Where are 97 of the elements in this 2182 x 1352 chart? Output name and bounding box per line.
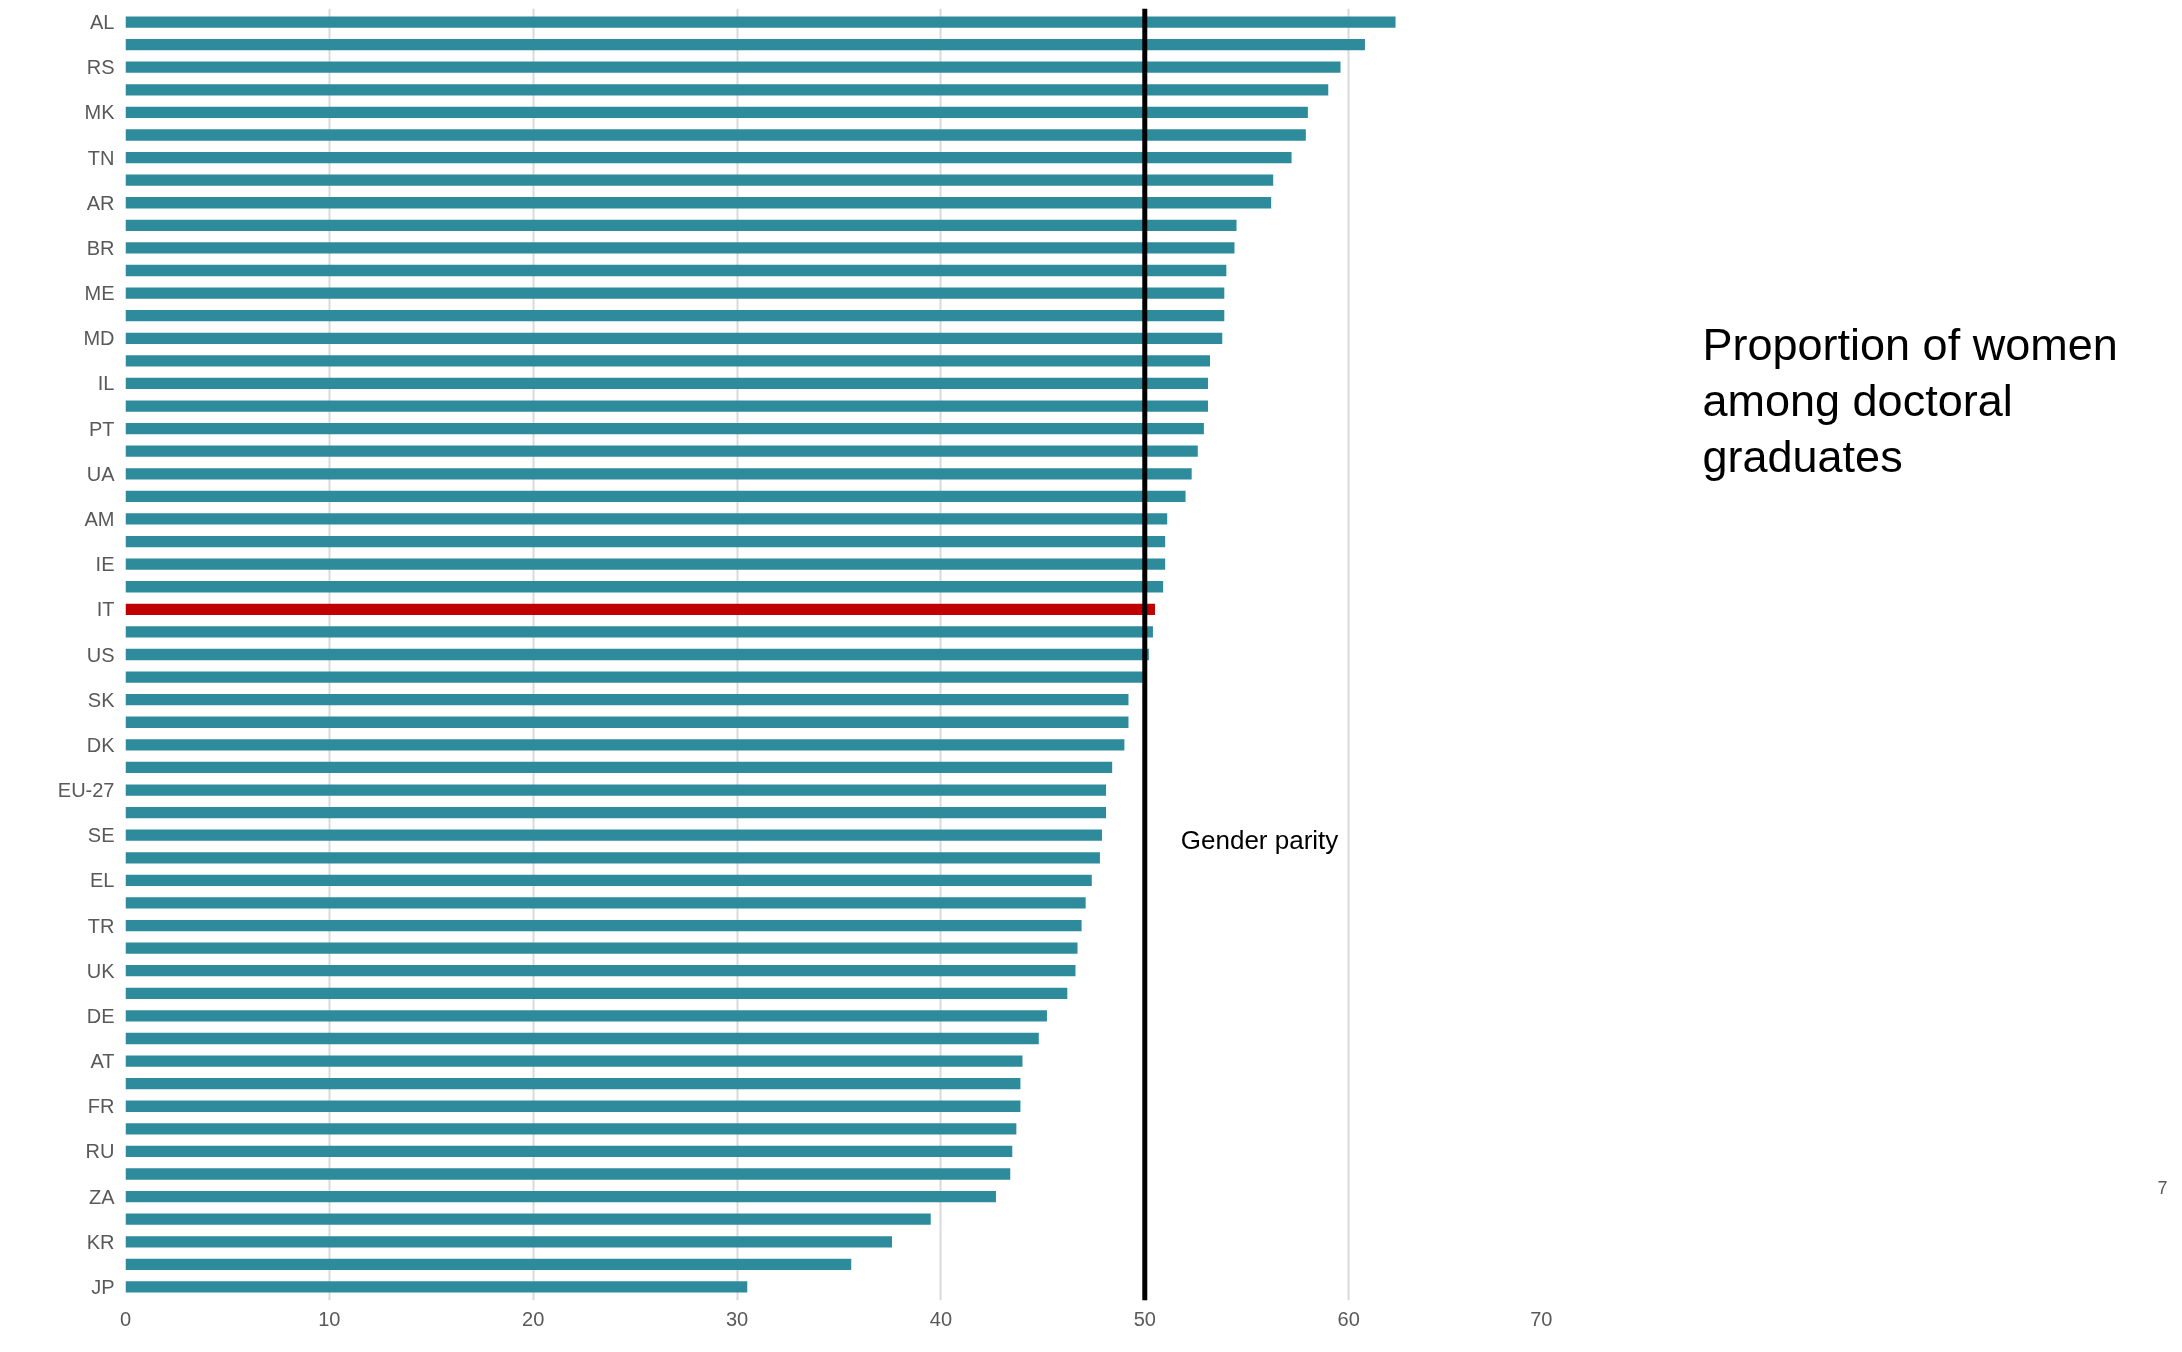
bar	[125, 445, 1198, 457]
y-tick-label: MD	[83, 327, 115, 350]
x-tick-label: 60	[1337, 1307, 1360, 1330]
bar	[125, 671, 1143, 683]
bar	[125, 1281, 748, 1293]
bar	[125, 1213, 931, 1225]
x-tick-label: 0	[119, 1307, 132, 1330]
y-tick-label: SE	[87, 824, 115, 847]
bar	[125, 1055, 1023, 1067]
bar	[125, 1145, 1013, 1158]
bar	[125, 129, 1306, 141]
bar	[125, 490, 1186, 503]
y-tick-label: EL	[90, 869, 115, 892]
y-tick-label: EU-27	[57, 779, 115, 802]
x-tick-label: 40	[929, 1307, 953, 1330]
y-tick-label: FR	[87, 1095, 115, 1118]
bar	[125, 400, 1208, 412]
bar	[125, 242, 1235, 254]
bar	[125, 1190, 996, 1203]
bar	[125, 84, 1329, 96]
y-tick-label: AT	[90, 1050, 115, 1073]
y-tick-label: DK	[86, 733, 116, 756]
bar	[125, 377, 1208, 390]
bar	[125, 806, 1107, 819]
y-tick-label: MK	[84, 101, 116, 124]
y-tick-label: TN	[87, 146, 115, 169]
bar	[125, 942, 1078, 954]
bar	[125, 468, 1192, 480]
y-tick-label: IE	[95, 553, 115, 576]
y-tick-label: IT	[96, 598, 115, 621]
y-tick-label: RU	[85, 1140, 115, 1163]
text: Proportion of women among doctoral graduates	[1702, 319, 2118, 482]
y-tick-label: UK	[86, 959, 116, 982]
bar	[125, 965, 1076, 977]
bar	[125, 1168, 1011, 1180]
y-tick-label: US	[86, 643, 115, 666]
y-tick-label: AR	[86, 191, 115, 214]
bar	[125, 355, 1211, 367]
y-tick-label: JP	[91, 1275, 115, 1298]
bar	[125, 897, 1086, 909]
bar	[125, 151, 1292, 164]
bar	[125, 716, 1129, 728]
y-tick-label: AL	[90, 11, 115, 34]
x-tick-label: 10	[318, 1307, 341, 1330]
y-tick-label: KR	[86, 1230, 115, 1253]
bar	[125, 626, 1153, 638]
bar	[125, 535, 1166, 548]
bar	[125, 694, 1129, 706]
bar	[125, 784, 1107, 796]
bar	[125, 829, 1102, 841]
bar	[125, 61, 1341, 73]
bar	[125, 1032, 1039, 1045]
x-tick-label: 70	[1530, 1307, 1553, 1330]
bar	[125, 1236, 892, 1248]
bar	[125, 1123, 1017, 1135]
bar	[125, 874, 1092, 887]
bar	[125, 219, 1237, 231]
ref-line-label: Gender parity	[1180, 824, 1339, 855]
y-tick-label: SK	[87, 688, 116, 711]
bar	[125, 38, 1365, 51]
text: 7	[2157, 1178, 2168, 1199]
bar	[125, 310, 1225, 322]
y-tick-label: AM	[84, 507, 115, 530]
bar	[125, 1078, 1021, 1090]
bar	[125, 761, 1113, 774]
bar	[125, 739, 1125, 751]
bar	[125, 558, 1166, 570]
y-tick-label: TR	[87, 914, 115, 937]
bar	[125, 987, 1068, 999]
bar	[125, 513, 1168, 525]
bar	[125, 581, 1164, 593]
y-tick-label: IL	[97, 372, 115, 395]
y-tick-label: RS	[86, 56, 115, 79]
bar	[125, 603, 1155, 615]
y-tick-label: ME	[84, 282, 115, 305]
x-tick-label: 50	[1133, 1307, 1156, 1330]
bar	[125, 422, 1204, 435]
bar	[125, 106, 1308, 119]
bar	[125, 197, 1272, 209]
bar	[125, 648, 1149, 661]
x-tick-label: 20	[522, 1307, 545, 1330]
y-tick-label: DE	[86, 1004, 115, 1027]
bar	[125, 287, 1225, 299]
bar	[125, 1258, 852, 1271]
bar	[125, 919, 1082, 932]
bar	[125, 852, 1100, 864]
bar	[125, 332, 1223, 344]
x-tick-label: 30	[725, 1307, 749, 1330]
bar	[125, 1100, 1021, 1112]
y-tick-label: ZA	[88, 1185, 116, 1208]
bar	[125, 16, 1396, 28]
y-tick-label: BR	[86, 236, 115, 259]
y-tick-label: PT	[88, 417, 115, 440]
y-tick-label: UA	[86, 462, 116, 485]
bar	[125, 1010, 1047, 1022]
bar	[125, 264, 1227, 277]
bar	[125, 174, 1274, 186]
